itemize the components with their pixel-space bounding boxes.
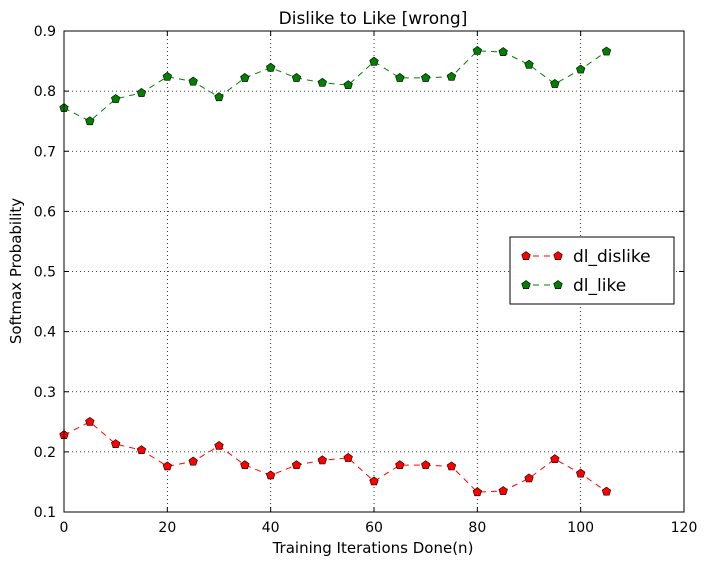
x-tick-label: 20 — [158, 520, 176, 536]
data-point — [576, 468, 586, 478]
data-point — [421, 73, 431, 82]
series-line — [63, 421, 607, 493]
y-tick-label: 0.6 — [34, 204, 56, 220]
y-tick-label: 0.5 — [34, 265, 56, 281]
data-point — [188, 456, 198, 466]
data-point — [291, 460, 302, 470]
data-point — [498, 486, 508, 495]
data-point — [266, 470, 276, 480]
legend-entry: dl_dislike — [521, 247, 651, 267]
x-tick-label: 60 — [365, 520, 383, 536]
y-tick-label: 0.3 — [34, 385, 56, 401]
data-point — [524, 473, 534, 483]
data-point — [85, 116, 95, 126]
legend-marker — [521, 251, 531, 260]
data-point — [136, 88, 147, 97]
legend-box — [509, 236, 675, 305]
x-tick-label: 40 — [262, 520, 280, 536]
data-point — [317, 455, 327, 465]
data-point — [576, 64, 586, 74]
data-point — [446, 71, 457, 81]
y-tick-label: 0.8 — [34, 84, 56, 100]
series-line — [63, 50, 607, 122]
data-point — [446, 461, 457, 471]
y-axis-label: Softmax Probability — [7, 198, 25, 344]
data-point — [111, 94, 121, 103]
legend-label: dl_dislike — [573, 247, 651, 267]
series-dl_dislike — [59, 416, 612, 497]
x-tick-label: 100 — [567, 520, 594, 536]
legend-label: dl_like — [573, 276, 626, 296]
x-tick-label: 80 — [468, 520, 486, 536]
data-point — [472, 487, 482, 497]
chart-title: Dislike to Like [wrong] — [279, 9, 468, 29]
y-tick-label: 0.9 — [34, 24, 56, 40]
data-point — [550, 454, 560, 464]
data-point — [601, 46, 612, 56]
legend-entry: dl_like — [521, 276, 626, 296]
x-axis-label: Training Iterations Done(n) — [272, 539, 474, 557]
data-point — [188, 76, 198, 86]
data-point — [266, 62, 276, 72]
x-tick-label: 120 — [671, 520, 698, 536]
data-point — [472, 45, 482, 55]
data-point — [395, 73, 405, 82]
data-point — [214, 440, 224, 450]
data-point — [343, 453, 353, 462]
data-point — [369, 56, 379, 66]
data-point — [498, 47, 508, 56]
data-point — [111, 439, 121, 449]
series-dl_like — [59, 45, 612, 126]
data-point — [240, 460, 250, 470]
data-point — [369, 476, 379, 486]
data-point — [162, 461, 172, 471]
legend-marker — [553, 280, 563, 289]
data-point — [291, 73, 302, 82]
data-point — [524, 59, 534, 69]
data-point — [601, 486, 612, 496]
data-point — [85, 416, 95, 426]
legend-marker — [553, 251, 563, 260]
legend-marker — [521, 280, 531, 289]
data-point — [162, 71, 172, 81]
y-tick-label: 0.1 — [34, 505, 56, 521]
data-point — [214, 92, 224, 102]
data-point — [317, 77, 327, 87]
x-tick-label: 0 — [60, 520, 69, 536]
legend: dl_dislike dl_like — [509, 236, 675, 305]
series-layer — [59, 45, 612, 497]
data-point — [421, 460, 431, 470]
data-point — [395, 460, 405, 470]
y-tick-label: 0.2 — [34, 445, 56, 461]
data-point — [550, 79, 560, 88]
data-point — [136, 445, 147, 455]
data-point — [343, 80, 353, 90]
y-tick-label: 0.4 — [34, 325, 56, 341]
data-point — [240, 73, 250, 82]
ticks: 0 20 40 60 80 100 120 0.1 0.2 0.3 0.4 0.5 0.6 0.7 0.8 0… — [34, 24, 698, 536]
y-tick-label: 0.7 — [34, 144, 56, 160]
